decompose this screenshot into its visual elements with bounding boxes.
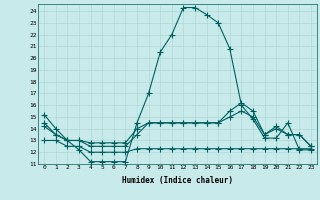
X-axis label: Humidex (Indice chaleur): Humidex (Indice chaleur)	[122, 176, 233, 185]
